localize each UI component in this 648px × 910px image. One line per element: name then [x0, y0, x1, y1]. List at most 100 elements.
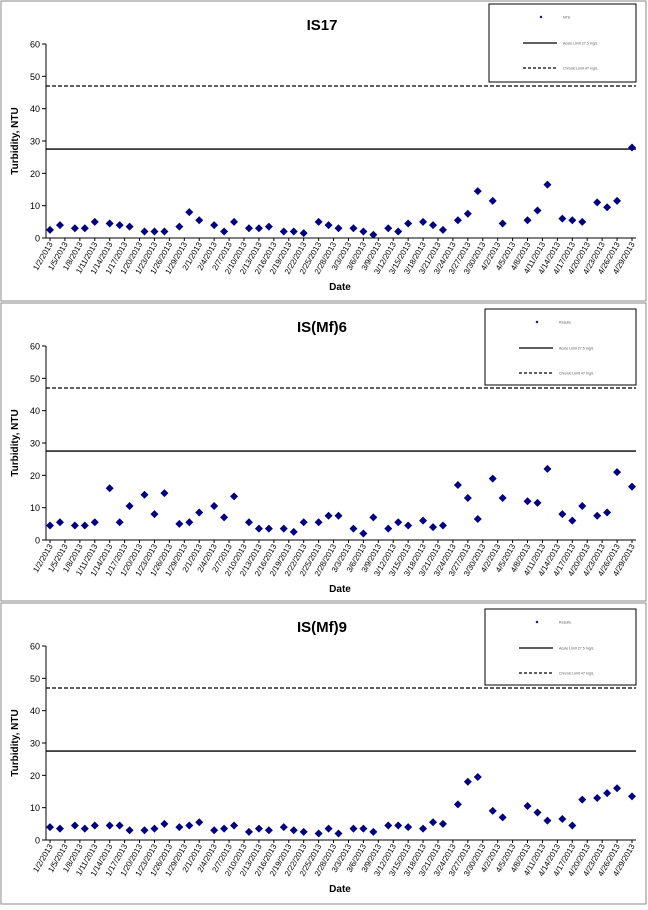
data-point: [438, 521, 447, 530]
data-point: [488, 806, 497, 815]
data-point: [394, 821, 403, 830]
chart-title: IS17: [307, 17, 338, 34]
y-axis-label: Turbidity, NTU: [10, 709, 21, 776]
data-point: [359, 227, 368, 236]
data-point: [533, 498, 542, 507]
data-point: [244, 518, 253, 527]
data-point: [195, 818, 204, 827]
data-point: [175, 519, 184, 528]
data-point: [463, 209, 472, 218]
data-point: [125, 826, 134, 835]
data-point: [90, 217, 99, 226]
data-point: [453, 800, 462, 809]
data-point: [210, 502, 219, 511]
data-point: [429, 523, 438, 532]
data-point: [90, 821, 99, 830]
data-point: [230, 217, 239, 226]
data-point: [349, 224, 358, 233]
legend-entry: Acute Limit 27.5 mg/L: [559, 647, 594, 651]
x-axis-label: Date: [329, 282, 351, 293]
data-point: [279, 227, 288, 236]
data-point: [543, 180, 552, 189]
data-point: [55, 221, 64, 230]
data-point: [613, 468, 622, 477]
data-point: [244, 827, 253, 836]
data-point: [533, 206, 542, 215]
data-point: [603, 203, 612, 212]
legend-entry: Results: [559, 321, 571, 325]
data-point: [543, 816, 552, 825]
data-point: [299, 518, 308, 527]
legend: Results Acute Limit 27.5 mg/L Chronic Limi…: [484, 308, 637, 386]
data-point: [498, 219, 507, 228]
data-point: [578, 502, 587, 511]
legend-entry: NTU: [563, 16, 571, 20]
legend-entry: Results: [559, 621, 571, 625]
data-point: [613, 784, 622, 793]
data-point: [55, 518, 64, 527]
data-point: [404, 823, 413, 832]
data-point: [463, 493, 472, 502]
data-point: [175, 823, 184, 832]
data-point: [384, 821, 393, 830]
data-point: [299, 827, 308, 836]
y-tick-label: 20: [30, 169, 40, 179]
data-point: [90, 518, 99, 527]
data-point: [369, 827, 378, 836]
y-tick-label: 50: [30, 674, 40, 684]
data-point: [125, 222, 134, 231]
data-point: [438, 819, 447, 828]
chart-title: IS(Mf)6: [297, 319, 347, 336]
data-point: [593, 198, 602, 207]
data-point: [140, 490, 149, 499]
data-point: [140, 826, 149, 835]
legend-box: [484, 308, 637, 386]
data-point: [46, 225, 54, 234]
y-tick-label: 50: [30, 374, 40, 384]
data-point: [264, 222, 273, 231]
data-point: [334, 224, 343, 233]
y-tick-label: 30: [30, 739, 40, 749]
data-point: [254, 524, 263, 533]
data-point: [55, 824, 64, 833]
data-point: [175, 222, 184, 231]
data-point: [150, 227, 159, 236]
y-tick-label: 60: [30, 642, 40, 652]
data-point: [613, 196, 622, 205]
data-point: [185, 821, 194, 830]
y-tick-label: 10: [30, 503, 40, 513]
y-tick-label: 10: [30, 803, 40, 813]
data-point: [419, 217, 428, 226]
chart-title: IS(Mf)9: [297, 619, 347, 636]
data-point: [244, 224, 253, 233]
y-tick-label: 40: [30, 406, 40, 416]
data-point: [210, 826, 219, 835]
data-point: [210, 221, 219, 230]
data-point: [394, 518, 403, 527]
data-point: [488, 196, 497, 205]
y-axis-label: Turbidity, NTU: [10, 409, 21, 476]
legend-entry: Chronic Limit 47 mg/L: [563, 67, 598, 71]
data-point: [628, 482, 636, 491]
legend-marker: [539, 15, 543, 19]
data-point: [230, 821, 239, 830]
data-point: [453, 481, 462, 490]
y-tick-label: 60: [30, 40, 40, 50]
data-point: [578, 217, 587, 226]
data-point: [568, 821, 577, 830]
data-point: [160, 819, 169, 828]
y-tick-label: 10: [30, 201, 40, 211]
data-point: [150, 824, 159, 833]
y-tick-label: 0: [35, 836, 40, 846]
data-point: [429, 221, 438, 230]
data-point: [160, 227, 169, 236]
data-point: [558, 214, 567, 223]
data-point: [289, 227, 298, 236]
data-point: [453, 216, 462, 225]
data-point: [46, 823, 54, 832]
y-tick-label: 20: [30, 771, 40, 781]
data-point: [578, 795, 587, 804]
data-point: [404, 219, 413, 228]
data-point: [473, 514, 482, 523]
